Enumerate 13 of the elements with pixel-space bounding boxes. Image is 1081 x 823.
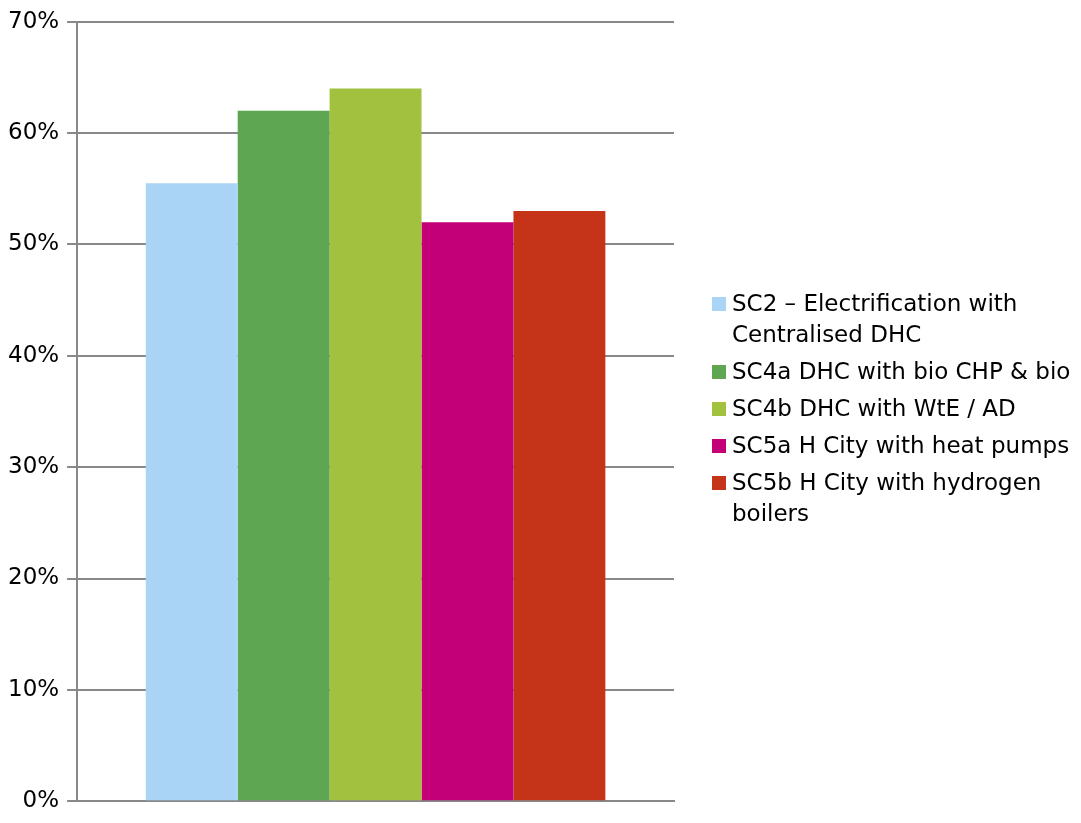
y-tick-label: 70% [8,6,60,33]
legend-label: SC2 – Electrification with Centralised DHC [732,289,1019,349]
legend-label: SC4a DHC with bio CHP & bio [732,357,1071,386]
legend-label: SC4b DHC with WtE / AD [732,394,1016,423]
y-tick-label: 0% [22,786,60,813]
legend-label: SC5a H City with heat pumps [732,431,1070,460]
y-tick-label: 40% [8,340,60,367]
y-tick-label: 50% [8,229,60,256]
y-tick-label: 10% [8,674,60,701]
y-tick-label: 30% [8,452,60,479]
legend-label: SC5b H City with hydrogen boilers [732,468,1043,528]
y-tick-label: 20% [8,563,60,590]
y-tick-label: 60% [8,118,60,145]
